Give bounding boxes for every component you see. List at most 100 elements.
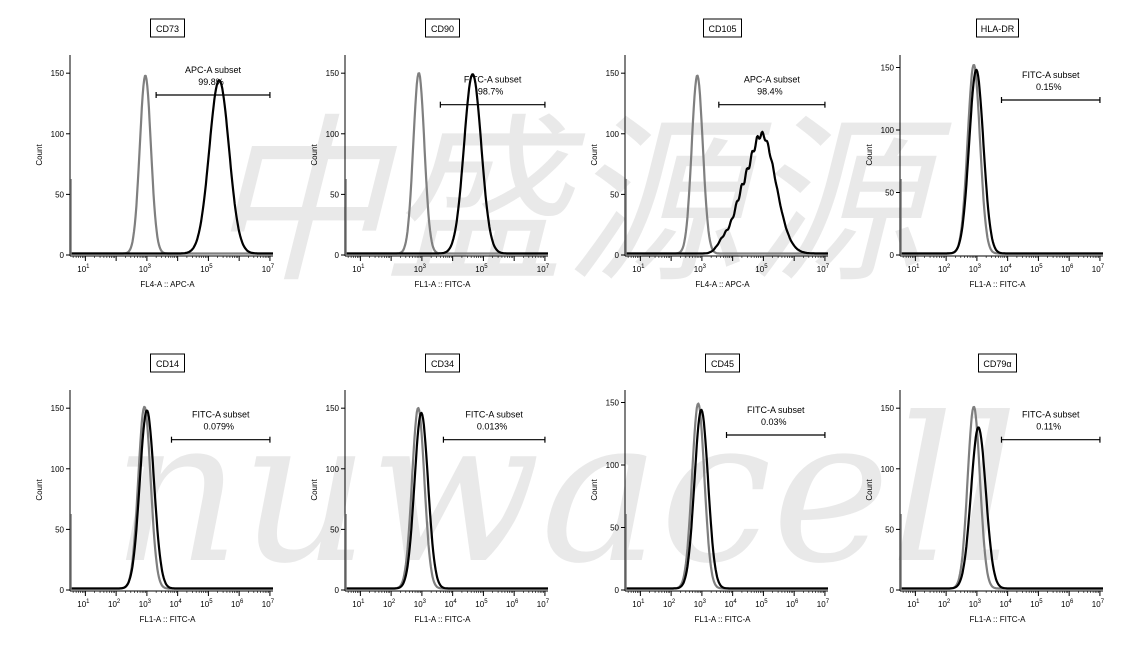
x-tick-label: 101 <box>77 599 90 609</box>
panel-title: HLA-DR <box>981 24 1015 34</box>
y-tick-label: 50 <box>330 190 339 199</box>
x-tick-label: 105 <box>1030 599 1043 609</box>
x-tick-label: 105 <box>200 599 213 609</box>
x-axis-label: FL1-A :: FITC-A <box>414 615 471 624</box>
panel-title: CD79α <box>983 359 1011 369</box>
gate-label: FITC-A subset <box>464 75 522 85</box>
y-tick-label: 0 <box>615 586 620 595</box>
y-tick-label: 100 <box>51 130 65 139</box>
x-tick-label: 105 <box>1030 264 1043 274</box>
sample-curve <box>624 408 829 590</box>
sample-curve <box>899 68 1104 255</box>
y-tick-label: 100 <box>326 130 340 139</box>
x-axis-label: FL4-A :: APC-A <box>140 280 195 289</box>
x-tick-label: 107 <box>1092 264 1105 274</box>
x-tick-label: 103 <box>414 599 427 609</box>
y-tick-label: 50 <box>55 525 64 534</box>
x-tick-label: 103 <box>694 264 707 274</box>
sample-curve <box>69 409 274 590</box>
isotype-control-curve <box>899 405 1104 590</box>
gate-percent: 0.11% <box>1036 422 1061 432</box>
x-tick-label: 105 <box>475 599 488 609</box>
gate-label: APC-A subset <box>185 65 242 75</box>
x-axis-label: FL1-A :: FITC-A <box>694 615 751 624</box>
y-tick-label: 150 <box>606 399 620 408</box>
panel-title: CD105 <box>708 24 736 34</box>
x-tick-label: 107 <box>537 599 550 609</box>
gate-label: FITC-A subset <box>192 410 250 420</box>
x-tick-label: 106 <box>231 599 244 609</box>
y-tick-label: 0 <box>335 251 340 260</box>
y-tick-label: 150 <box>51 404 65 413</box>
y-tick-label: 50 <box>885 525 894 534</box>
y-tick-label: 0 <box>890 586 895 595</box>
x-tick-label: 107 <box>262 599 275 609</box>
y-axis-label: Count <box>590 144 599 166</box>
isotype-control-curve <box>69 74 274 255</box>
gate-percent: 0.15% <box>1036 82 1062 92</box>
gate-percent: 0.079% <box>203 422 234 432</box>
y-axis-label: Count <box>865 144 874 166</box>
gate-label: FITC-A subset <box>465 410 523 420</box>
x-tick-label: 104 <box>725 599 738 609</box>
isotype-control-curve <box>899 63 1104 255</box>
y-tick-label: 50 <box>55 190 64 199</box>
x-tick-label: 106 <box>1061 264 1074 274</box>
x-tick-label: 103 <box>139 264 152 274</box>
x-tick-label: 107 <box>817 264 830 274</box>
gate-label: APC-A subset <box>744 75 801 85</box>
title-box <box>978 353 1017 373</box>
x-tick-label: 102 <box>383 599 396 609</box>
x-axis-label: FL4-A :: APC-A <box>695 280 750 289</box>
x-tick-label: 105 <box>755 599 768 609</box>
y-axis-label: Count <box>865 479 874 501</box>
y-tick-label: 150 <box>881 404 895 413</box>
y-tick-label: 50 <box>885 189 894 198</box>
histogram-panel: CD14 0 50 100 150 101 102 103 104 105 106 107 FL1-A … <box>35 353 275 624</box>
gate-percent: 98.4% <box>757 87 783 97</box>
y-tick-label: 100 <box>881 126 895 135</box>
x-tick-label: 104 <box>445 599 458 609</box>
y-tick-label: 0 <box>60 251 65 260</box>
x-tick-label: 105 <box>755 264 768 274</box>
y-tick-label: 0 <box>615 251 620 260</box>
y-tick-label: 100 <box>51 465 65 474</box>
y-axis-label: Count <box>35 144 44 166</box>
x-tick-label: 101 <box>632 264 645 274</box>
sample-curve <box>344 411 549 590</box>
y-tick-label: 50 <box>330 525 339 534</box>
x-tick-label: 104 <box>170 599 183 609</box>
gate-label: FITC-A subset <box>747 405 805 415</box>
x-tick-label: 102 <box>938 264 951 274</box>
x-tick-label: 105 <box>200 264 213 274</box>
y-tick-label: 100 <box>606 130 620 139</box>
gate-percent: 99.8% <box>198 77 224 87</box>
x-tick-label: 103 <box>139 599 152 609</box>
x-axis-label: FL1-A :: FITC-A <box>414 280 471 289</box>
y-tick-label: 150 <box>881 64 895 73</box>
y-axis-label: Count <box>310 479 319 501</box>
y-tick-label: 150 <box>326 404 340 413</box>
x-tick-label: 106 <box>1061 599 1074 609</box>
y-tick-label: 0 <box>60 586 65 595</box>
x-tick-label: 106 <box>786 599 799 609</box>
title-box <box>425 353 460 373</box>
panel-title: CD73 <box>156 24 179 34</box>
y-tick-label: 100 <box>326 465 340 474</box>
isotype-control-curve <box>69 405 274 590</box>
x-tick-label: 102 <box>108 599 121 609</box>
x-tick-label: 104 <box>1000 599 1013 609</box>
histogram-panel: HLA-DR 0 50 100 150 101 102 103 104 105 106 107 FL1-… <box>865 18 1105 289</box>
isotype-control-curve <box>624 74 829 255</box>
x-tick-label: 107 <box>537 264 550 274</box>
x-tick-label: 102 <box>663 599 676 609</box>
gate-percent: 98.7% <box>478 87 504 97</box>
title-box <box>705 353 740 373</box>
y-tick-label: 50 <box>610 524 619 533</box>
histogram-panel: CD79α 0 50 100 150 101 102 103 104 105 106 107 FL1-A… <box>865 353 1105 624</box>
title-box <box>150 353 185 373</box>
